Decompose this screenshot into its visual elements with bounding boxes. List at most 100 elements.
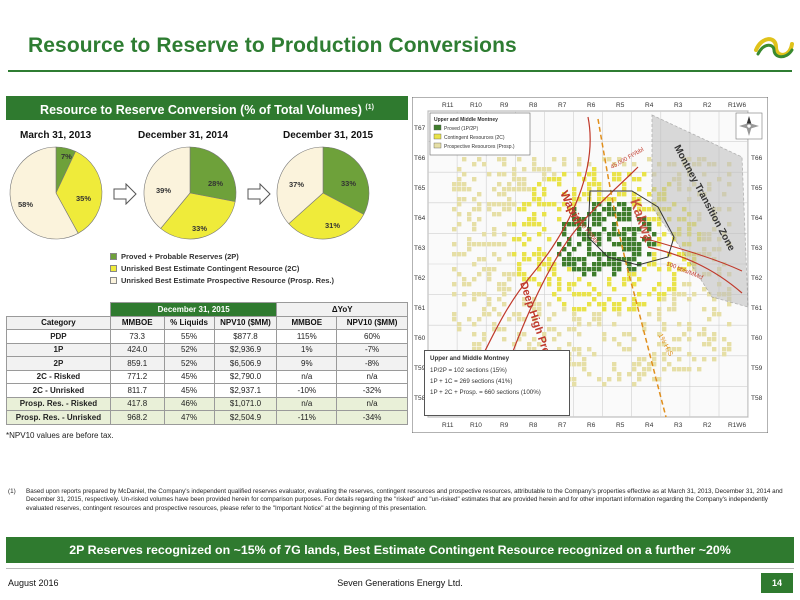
township-label: T60 bbox=[751, 335, 763, 342]
land-section bbox=[482, 162, 487, 167]
land-section bbox=[597, 302, 602, 307]
land-section bbox=[502, 302, 507, 307]
land-section bbox=[632, 382, 637, 387]
land-section bbox=[607, 207, 612, 212]
land-section bbox=[467, 237, 472, 242]
land-section bbox=[507, 207, 512, 212]
land-section bbox=[657, 242, 662, 247]
land-section bbox=[552, 327, 557, 332]
land-section bbox=[612, 272, 617, 277]
land-section bbox=[707, 292, 712, 297]
township-label: T63 bbox=[751, 245, 763, 252]
land-section bbox=[497, 182, 502, 187]
pie-chart-2013: 7% 35% 58% bbox=[9, 146, 103, 240]
land-section bbox=[467, 217, 472, 222]
contour-line bbox=[647, 246, 743, 294]
land-section bbox=[682, 332, 687, 337]
land-section bbox=[672, 302, 677, 307]
township-label: T60 bbox=[414, 335, 426, 342]
land-section bbox=[492, 227, 497, 232]
pie-slice-proved bbox=[322, 146, 370, 215]
land-section bbox=[572, 312, 577, 317]
land-section bbox=[487, 172, 492, 177]
land-section bbox=[522, 177, 527, 182]
land-section bbox=[572, 192, 577, 197]
land-section bbox=[597, 267, 602, 272]
land-section bbox=[622, 332, 627, 337]
land-section bbox=[612, 287, 617, 292]
land-section bbox=[572, 212, 577, 217]
land-section bbox=[572, 187, 577, 192]
land-section bbox=[582, 292, 587, 297]
land-section bbox=[622, 242, 627, 247]
land-section bbox=[487, 267, 492, 272]
footnote: (1) Based upon reports prepared by McDan… bbox=[8, 488, 792, 513]
land-section bbox=[647, 362, 652, 367]
land-section bbox=[522, 252, 527, 257]
land-section bbox=[712, 357, 717, 362]
land-section bbox=[517, 337, 522, 342]
land-section bbox=[522, 187, 527, 192]
land-section bbox=[617, 312, 622, 317]
land-section bbox=[572, 317, 577, 322]
land-section bbox=[642, 357, 647, 362]
land-section bbox=[487, 277, 492, 282]
land-section bbox=[592, 177, 597, 182]
h2s-line bbox=[597, 118, 667, 418]
land-section bbox=[592, 202, 597, 207]
table-header-yoy-mmboe: MMBOE bbox=[276, 315, 338, 330]
land-section bbox=[562, 302, 567, 307]
land-section bbox=[497, 172, 502, 177]
land-section bbox=[457, 212, 462, 217]
land-section bbox=[522, 182, 527, 187]
land-section bbox=[627, 262, 632, 267]
land-section bbox=[592, 352, 597, 357]
range-label: R2 bbox=[703, 422, 712, 429]
land-section bbox=[647, 222, 652, 227]
land-section bbox=[622, 347, 627, 352]
land-section bbox=[547, 202, 552, 207]
land-section bbox=[692, 292, 697, 297]
land-section bbox=[567, 222, 572, 227]
pie-slice-contingent bbox=[160, 192, 236, 240]
table-cell: 45% bbox=[163, 383, 215, 398]
table-cell: 1P bbox=[6, 342, 111, 357]
land-section bbox=[462, 292, 467, 297]
land-section bbox=[537, 257, 542, 262]
pie-slice-prospective bbox=[9, 146, 79, 240]
land-section bbox=[552, 202, 557, 207]
land-section bbox=[622, 277, 627, 282]
land-section bbox=[587, 192, 592, 197]
table-cell: 9% bbox=[276, 356, 338, 371]
land-section bbox=[617, 267, 622, 272]
land-section bbox=[567, 287, 572, 292]
land-section bbox=[632, 267, 637, 272]
map-legend-item-proved: Proved (1P/2P) bbox=[444, 126, 479, 132]
land-section bbox=[612, 367, 617, 372]
land-section bbox=[707, 317, 712, 322]
land-section bbox=[707, 337, 712, 342]
pie-2014-label-proved: 28% bbox=[208, 179, 223, 188]
montney-summary-line: 1P/2P = 102 sections (15%) bbox=[430, 367, 507, 374]
land-section bbox=[592, 167, 597, 172]
land-section bbox=[722, 337, 727, 342]
land-section bbox=[457, 202, 462, 207]
land-section bbox=[602, 302, 607, 307]
land-section bbox=[597, 262, 602, 267]
land-section bbox=[612, 307, 617, 312]
land-section bbox=[627, 332, 632, 337]
land-section bbox=[452, 227, 457, 232]
land-section bbox=[482, 337, 487, 342]
land-section bbox=[537, 222, 542, 227]
land-section bbox=[632, 337, 637, 342]
land-section bbox=[597, 237, 602, 242]
land-section bbox=[542, 172, 547, 177]
range-label: R11 bbox=[442, 422, 454, 429]
land-section bbox=[542, 202, 547, 207]
land-section bbox=[562, 247, 567, 252]
land-section bbox=[592, 287, 597, 292]
land-section bbox=[587, 247, 592, 252]
land-section bbox=[562, 162, 567, 167]
land-section bbox=[572, 307, 577, 312]
land-section bbox=[517, 177, 522, 182]
